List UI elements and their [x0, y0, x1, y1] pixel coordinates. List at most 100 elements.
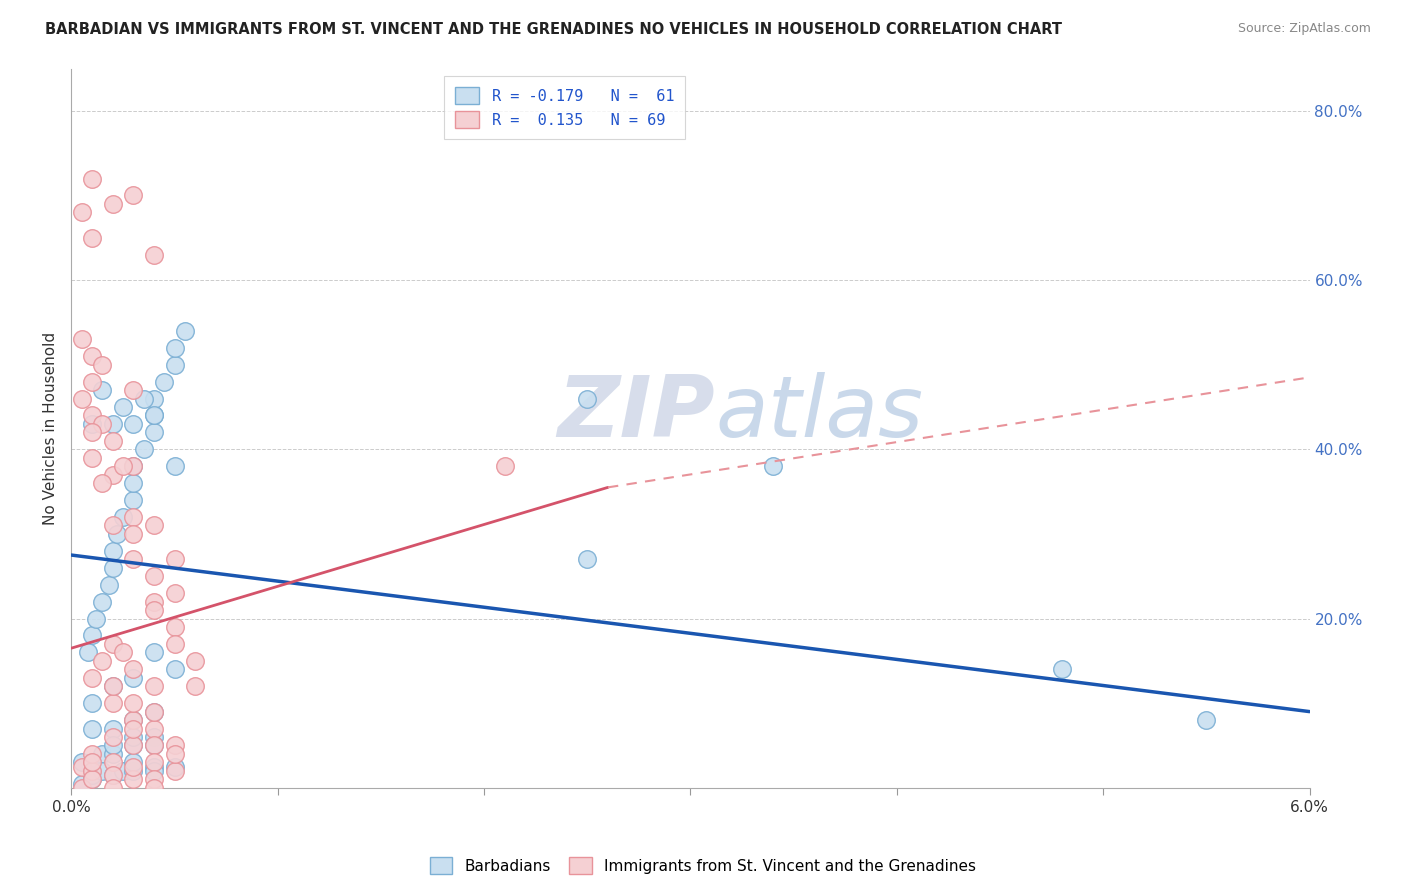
Point: [1195, 713, 1218, 727]
Point: [101, 756, 124, 770]
Point: [163, 459, 186, 474]
Point: [101, 768, 124, 782]
Point: [122, 662, 145, 676]
Point: [143, 722, 166, 736]
Point: [112, 459, 135, 474]
Text: atlas: atlas: [716, 372, 924, 455]
Point: [122, 459, 145, 474]
Point: [143, 705, 166, 719]
Point: [143, 772, 166, 787]
Point: [70, 205, 93, 219]
Point: [112, 645, 135, 659]
Point: [101, 518, 124, 533]
Point: [77, 645, 100, 659]
Point: [143, 248, 166, 262]
Point: [576, 392, 599, 406]
Point: [112, 764, 135, 778]
Point: [122, 417, 145, 431]
Point: [70, 759, 93, 773]
Point: [143, 780, 166, 795]
Point: [101, 467, 124, 482]
Point: [91, 654, 114, 668]
Point: [122, 759, 145, 773]
Point: [70, 776, 93, 790]
Point: [101, 417, 124, 431]
Point: [163, 341, 186, 355]
Point: [163, 759, 186, 773]
Y-axis label: No Vehicles in Household: No Vehicles in Household: [44, 332, 58, 524]
Point: [143, 603, 166, 617]
Point: [143, 764, 166, 778]
Point: [1050, 662, 1073, 676]
Point: [101, 560, 124, 574]
Point: [153, 375, 176, 389]
Point: [184, 679, 207, 693]
Point: [143, 705, 166, 719]
Point: [132, 392, 155, 406]
Point: [122, 493, 145, 508]
Point: [101, 780, 124, 795]
Point: [122, 739, 145, 753]
Point: [122, 188, 145, 202]
Point: [91, 764, 114, 778]
Point: [80, 756, 103, 770]
Point: [122, 756, 145, 770]
Text: ZIP: ZIP: [558, 372, 716, 455]
Point: [112, 400, 135, 414]
Point: [91, 417, 114, 431]
Text: BARBADIAN VS IMMIGRANTS FROM ST. VINCENT AND THE GRENADINES NO VEHICLES IN HOUSE: BARBADIAN VS IMMIGRANTS FROM ST. VINCENT…: [45, 22, 1062, 37]
Point: [80, 772, 103, 787]
Point: [80, 417, 103, 431]
Point: [80, 722, 103, 736]
Point: [101, 544, 124, 558]
Point: [80, 171, 103, 186]
Point: [143, 679, 166, 693]
Legend: R = -0.179   N =  61, R =  0.135   N = 69: R = -0.179 N = 61, R = 0.135 N = 69: [444, 76, 685, 139]
Point: [143, 569, 166, 583]
Point: [112, 510, 135, 524]
Point: [122, 764, 145, 778]
Point: [101, 434, 124, 448]
Point: [122, 772, 145, 787]
Point: [143, 739, 166, 753]
Point: [70, 780, 93, 795]
Point: [163, 620, 186, 634]
Point: [80, 764, 103, 778]
Text: Source: ZipAtlas.com: Source: ZipAtlas.com: [1237, 22, 1371, 36]
Point: [143, 425, 166, 440]
Point: [122, 671, 145, 685]
Point: [80, 450, 103, 465]
Point: [163, 662, 186, 676]
Point: [101, 747, 124, 761]
Point: [101, 722, 124, 736]
Point: [494, 459, 516, 474]
Point: [105, 527, 128, 541]
Point: [101, 730, 124, 744]
Point: [122, 713, 145, 727]
Point: [80, 756, 103, 770]
Point: [762, 459, 785, 474]
Point: [70, 756, 93, 770]
Point: [122, 383, 145, 397]
Point: [143, 518, 166, 533]
Point: [70, 392, 93, 406]
Point: [576, 552, 599, 566]
Point: [122, 713, 145, 727]
Point: [80, 231, 103, 245]
Point: [163, 358, 186, 372]
Point: [143, 730, 166, 744]
Legend: Barbadians, Immigrants from St. Vincent and the Grenadines: Barbadians, Immigrants from St. Vincent …: [423, 851, 983, 880]
Point: [163, 747, 186, 761]
Point: [163, 637, 186, 651]
Point: [97, 577, 120, 591]
Point: [80, 425, 103, 440]
Point: [163, 764, 186, 778]
Point: [122, 510, 145, 524]
Point: [143, 409, 166, 423]
Point: [80, 696, 103, 710]
Point: [80, 375, 103, 389]
Point: [80, 772, 103, 787]
Point: [80, 349, 103, 363]
Point: [122, 459, 145, 474]
Point: [132, 442, 155, 457]
